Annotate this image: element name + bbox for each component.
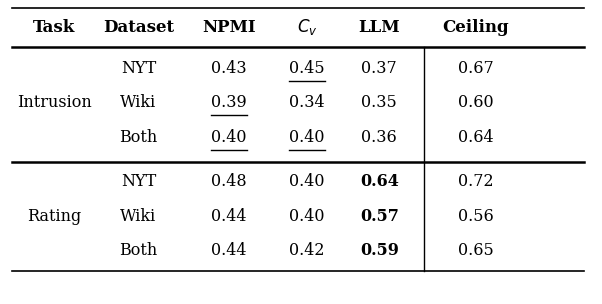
Text: NYT: NYT (121, 60, 156, 77)
Text: 0.48: 0.48 (211, 173, 247, 190)
Text: 0.64: 0.64 (458, 129, 494, 146)
Text: Both: Both (119, 242, 158, 259)
Text: 0.57: 0.57 (360, 208, 399, 225)
Text: 0.34: 0.34 (289, 94, 325, 111)
Text: Dataset: Dataset (103, 19, 174, 36)
Text: 0.40: 0.40 (290, 129, 324, 146)
Text: 0.40: 0.40 (290, 173, 324, 190)
Text: 0.40: 0.40 (290, 208, 324, 225)
Text: Task: Task (33, 19, 75, 36)
Text: 0.64: 0.64 (360, 173, 399, 190)
Text: NYT: NYT (121, 173, 156, 190)
Text: 0.60: 0.60 (458, 94, 494, 111)
Text: 0.39: 0.39 (211, 94, 247, 111)
Text: Intrusion: Intrusion (17, 94, 92, 111)
Text: 0.43: 0.43 (211, 60, 247, 77)
Text: 0.65: 0.65 (458, 242, 494, 259)
Text: 0.37: 0.37 (361, 60, 397, 77)
Text: 0.72: 0.72 (458, 173, 494, 190)
Text: 0.59: 0.59 (360, 242, 399, 259)
Text: Ceiling: Ceiling (442, 19, 509, 36)
Text: NPMI: NPMI (202, 19, 256, 36)
Text: 0.42: 0.42 (290, 242, 324, 259)
Text: 0.35: 0.35 (361, 94, 397, 111)
Text: Wiki: Wiki (120, 94, 157, 111)
Text: 0.40: 0.40 (211, 129, 246, 146)
Text: 0.44: 0.44 (211, 208, 246, 225)
Text: 0.36: 0.36 (361, 129, 397, 146)
Text: 0.56: 0.56 (458, 208, 494, 225)
Text: 0.45: 0.45 (289, 60, 325, 77)
Text: 0.67: 0.67 (458, 60, 494, 77)
Text: LLM: LLM (358, 19, 400, 36)
Text: $C_v$: $C_v$ (297, 17, 317, 37)
Text: 0.44: 0.44 (211, 242, 246, 259)
Text: Wiki: Wiki (120, 208, 157, 225)
Text: Both: Both (119, 129, 158, 146)
Text: Rating: Rating (27, 208, 81, 225)
